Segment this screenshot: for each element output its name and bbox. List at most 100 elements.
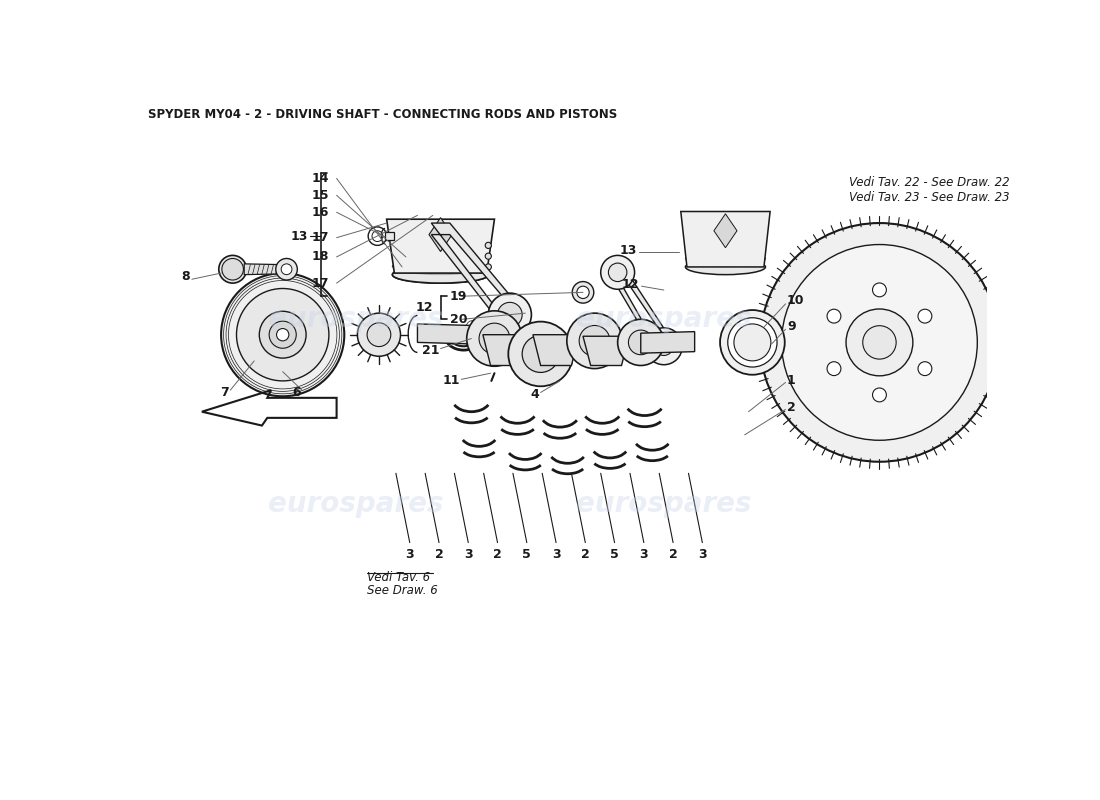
Circle shape	[579, 326, 609, 356]
Text: 21: 21	[421, 344, 439, 357]
Text: 20: 20	[450, 313, 468, 326]
Circle shape	[918, 362, 932, 375]
Text: Vedi Tav. 23 - See Draw. 23: Vedi Tav. 23 - See Draw. 23	[849, 191, 1010, 204]
Text: 6: 6	[292, 386, 300, 399]
Text: 3: 3	[698, 548, 706, 561]
Text: 2: 2	[581, 548, 590, 561]
Circle shape	[618, 319, 664, 366]
Circle shape	[236, 289, 329, 381]
Polygon shape	[429, 218, 452, 251]
Circle shape	[485, 264, 492, 270]
Circle shape	[872, 388, 887, 402]
Text: 17: 17	[311, 277, 329, 290]
Circle shape	[497, 302, 522, 327]
Circle shape	[782, 245, 977, 440]
Text: 2: 2	[788, 402, 795, 414]
Text: 16: 16	[311, 206, 329, 218]
Text: eurospares: eurospares	[576, 306, 751, 334]
Text: eurospares: eurospares	[268, 490, 443, 518]
Text: 1: 1	[788, 374, 795, 387]
Circle shape	[478, 323, 509, 354]
Circle shape	[654, 337, 673, 355]
Polygon shape	[640, 332, 695, 353]
Text: 17: 17	[311, 231, 329, 244]
Ellipse shape	[685, 259, 766, 274]
Circle shape	[720, 310, 784, 374]
Polygon shape	[612, 267, 673, 350]
Text: Vedi Tav. 6: Vedi Tav. 6	[367, 570, 430, 584]
Circle shape	[270, 321, 296, 348]
Text: 2: 2	[669, 548, 678, 561]
Polygon shape	[681, 211, 770, 267]
Circle shape	[508, 322, 573, 386]
Text: 3: 3	[406, 548, 414, 561]
Circle shape	[466, 311, 522, 366]
Text: 11: 11	[442, 374, 460, 387]
Text: 3: 3	[552, 548, 560, 561]
Text: 2: 2	[434, 548, 443, 561]
Polygon shape	[483, 334, 529, 366]
Ellipse shape	[901, 266, 932, 291]
Circle shape	[260, 311, 306, 358]
Polygon shape	[244, 264, 283, 274]
Circle shape	[566, 313, 623, 369]
Circle shape	[734, 324, 771, 361]
Text: SPYDER MY04 - 2 - DRIVING SHAFT - CONNECTING RODS AND PISTONS: SPYDER MY04 - 2 - DRIVING SHAFT - CONNEC…	[147, 108, 617, 122]
Text: 10: 10	[788, 294, 804, 306]
Text: 4: 4	[530, 388, 539, 402]
Circle shape	[608, 263, 627, 282]
Ellipse shape	[794, 326, 817, 359]
Circle shape	[221, 273, 344, 396]
Text: See Draw. 6: See Draw. 6	[367, 584, 438, 597]
Circle shape	[276, 329, 289, 341]
Circle shape	[485, 253, 492, 259]
Circle shape	[918, 310, 932, 323]
Circle shape	[827, 362, 840, 375]
Circle shape	[358, 313, 400, 356]
Circle shape	[827, 310, 840, 323]
Circle shape	[846, 309, 913, 376]
Text: 3: 3	[464, 548, 473, 561]
Ellipse shape	[827, 266, 858, 291]
Text: 9: 9	[788, 321, 795, 334]
Circle shape	[367, 323, 390, 346]
Text: 14: 14	[311, 172, 329, 185]
Text: eurospares: eurospares	[576, 490, 751, 518]
Circle shape	[276, 258, 297, 280]
Text: Vedi Tav. 22 - See Draw. 22: Vedi Tav. 22 - See Draw. 22	[849, 176, 1010, 189]
Polygon shape	[385, 232, 395, 240]
Text: eurospares: eurospares	[268, 306, 443, 334]
Text: 13: 13	[619, 243, 637, 257]
Circle shape	[601, 255, 635, 290]
Circle shape	[760, 223, 999, 462]
Polygon shape	[387, 219, 495, 273]
Circle shape	[222, 258, 243, 280]
Circle shape	[522, 335, 559, 373]
Text: 13: 13	[290, 230, 308, 242]
Circle shape	[576, 286, 590, 298]
Ellipse shape	[901, 394, 932, 419]
Polygon shape	[431, 223, 522, 319]
Circle shape	[872, 283, 887, 297]
Ellipse shape	[942, 326, 965, 359]
Circle shape	[485, 242, 492, 249]
Ellipse shape	[827, 394, 858, 419]
Circle shape	[646, 328, 682, 365]
Circle shape	[572, 282, 594, 303]
Text: 7: 7	[220, 386, 229, 399]
Circle shape	[728, 318, 777, 367]
Text: 8: 8	[182, 270, 190, 283]
Polygon shape	[534, 334, 580, 366]
Text: 3: 3	[639, 548, 648, 561]
Text: 2: 2	[493, 548, 502, 561]
Text: 12: 12	[416, 302, 433, 314]
Circle shape	[488, 293, 531, 336]
Circle shape	[282, 264, 292, 274]
Circle shape	[628, 330, 653, 354]
Polygon shape	[418, 324, 472, 344]
Circle shape	[862, 326, 896, 359]
Text: 12: 12	[621, 278, 639, 291]
Polygon shape	[714, 214, 737, 248]
Circle shape	[219, 255, 246, 283]
Polygon shape	[583, 336, 629, 366]
